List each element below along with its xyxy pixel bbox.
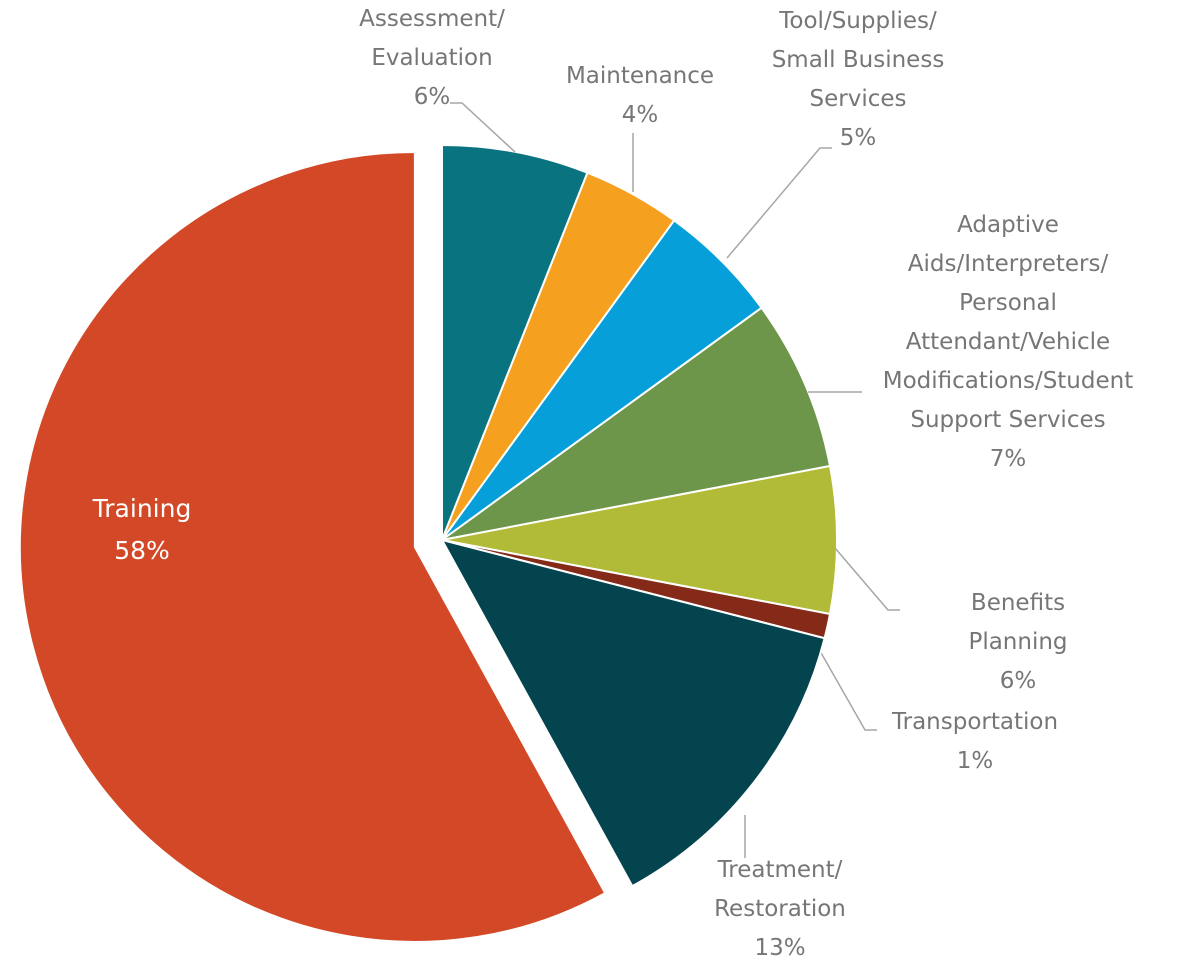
pie-slice — [441, 143, 589, 541]
value-label: 4% — [621, 102, 659, 128]
value-label: 58% — [114, 536, 170, 565]
category-label: Maintenance — [565, 63, 715, 89]
slice-label: Training 58% — [93, 488, 192, 572]
category-label: Benefits Planning — [968, 590, 1068, 655]
slice-label: Transportation 1% — [892, 703, 1058, 781]
category-label: Treatment/ Restoration — [714, 857, 846, 922]
category-label: Transportation — [891, 709, 1059, 735]
pie-slice — [18, 150, 607, 943]
pie-slice — [441, 464, 838, 616]
value-label: 1% — [956, 748, 994, 774]
leader-line — [834, 547, 900, 611]
pie-slice — [441, 306, 832, 541]
slice-label: Tool/Supplies/ Small Business Services 5% — [772, 2, 945, 158]
value-label: 7% — [989, 446, 1027, 472]
category-label: Training — [92, 494, 192, 523]
category-label: Tool/Supplies/ Small Business Services — [771, 8, 945, 112]
slice-label: Benefits Planning 6% — [936, 584, 1101, 701]
value-label: 13% — [754, 935, 806, 961]
slice-label: Maintenance 4% — [566, 57, 714, 135]
category-label: Adaptive Aids/Interpreters/ Personal Att… — [882, 212, 1134, 433]
pie-slice — [440, 538, 826, 888]
slice-label: Adaptive Aids/Interpreters/ Personal Att… — [883, 206, 1133, 479]
slice-label: Assessment/ Evaluation 6% — [359, 0, 505, 117]
value-label: 5% — [839, 125, 877, 151]
category-label: Assessment/ Evaluation — [359, 6, 505, 71]
value-label: 6% — [413, 84, 451, 110]
slice-label: Treatment/ Restoration 13% — [714, 851, 846, 965]
leader-line — [726, 147, 832, 259]
leader-line — [450, 102, 516, 153]
value-label: 6% — [999, 668, 1037, 694]
leader-line — [819, 650, 877, 731]
